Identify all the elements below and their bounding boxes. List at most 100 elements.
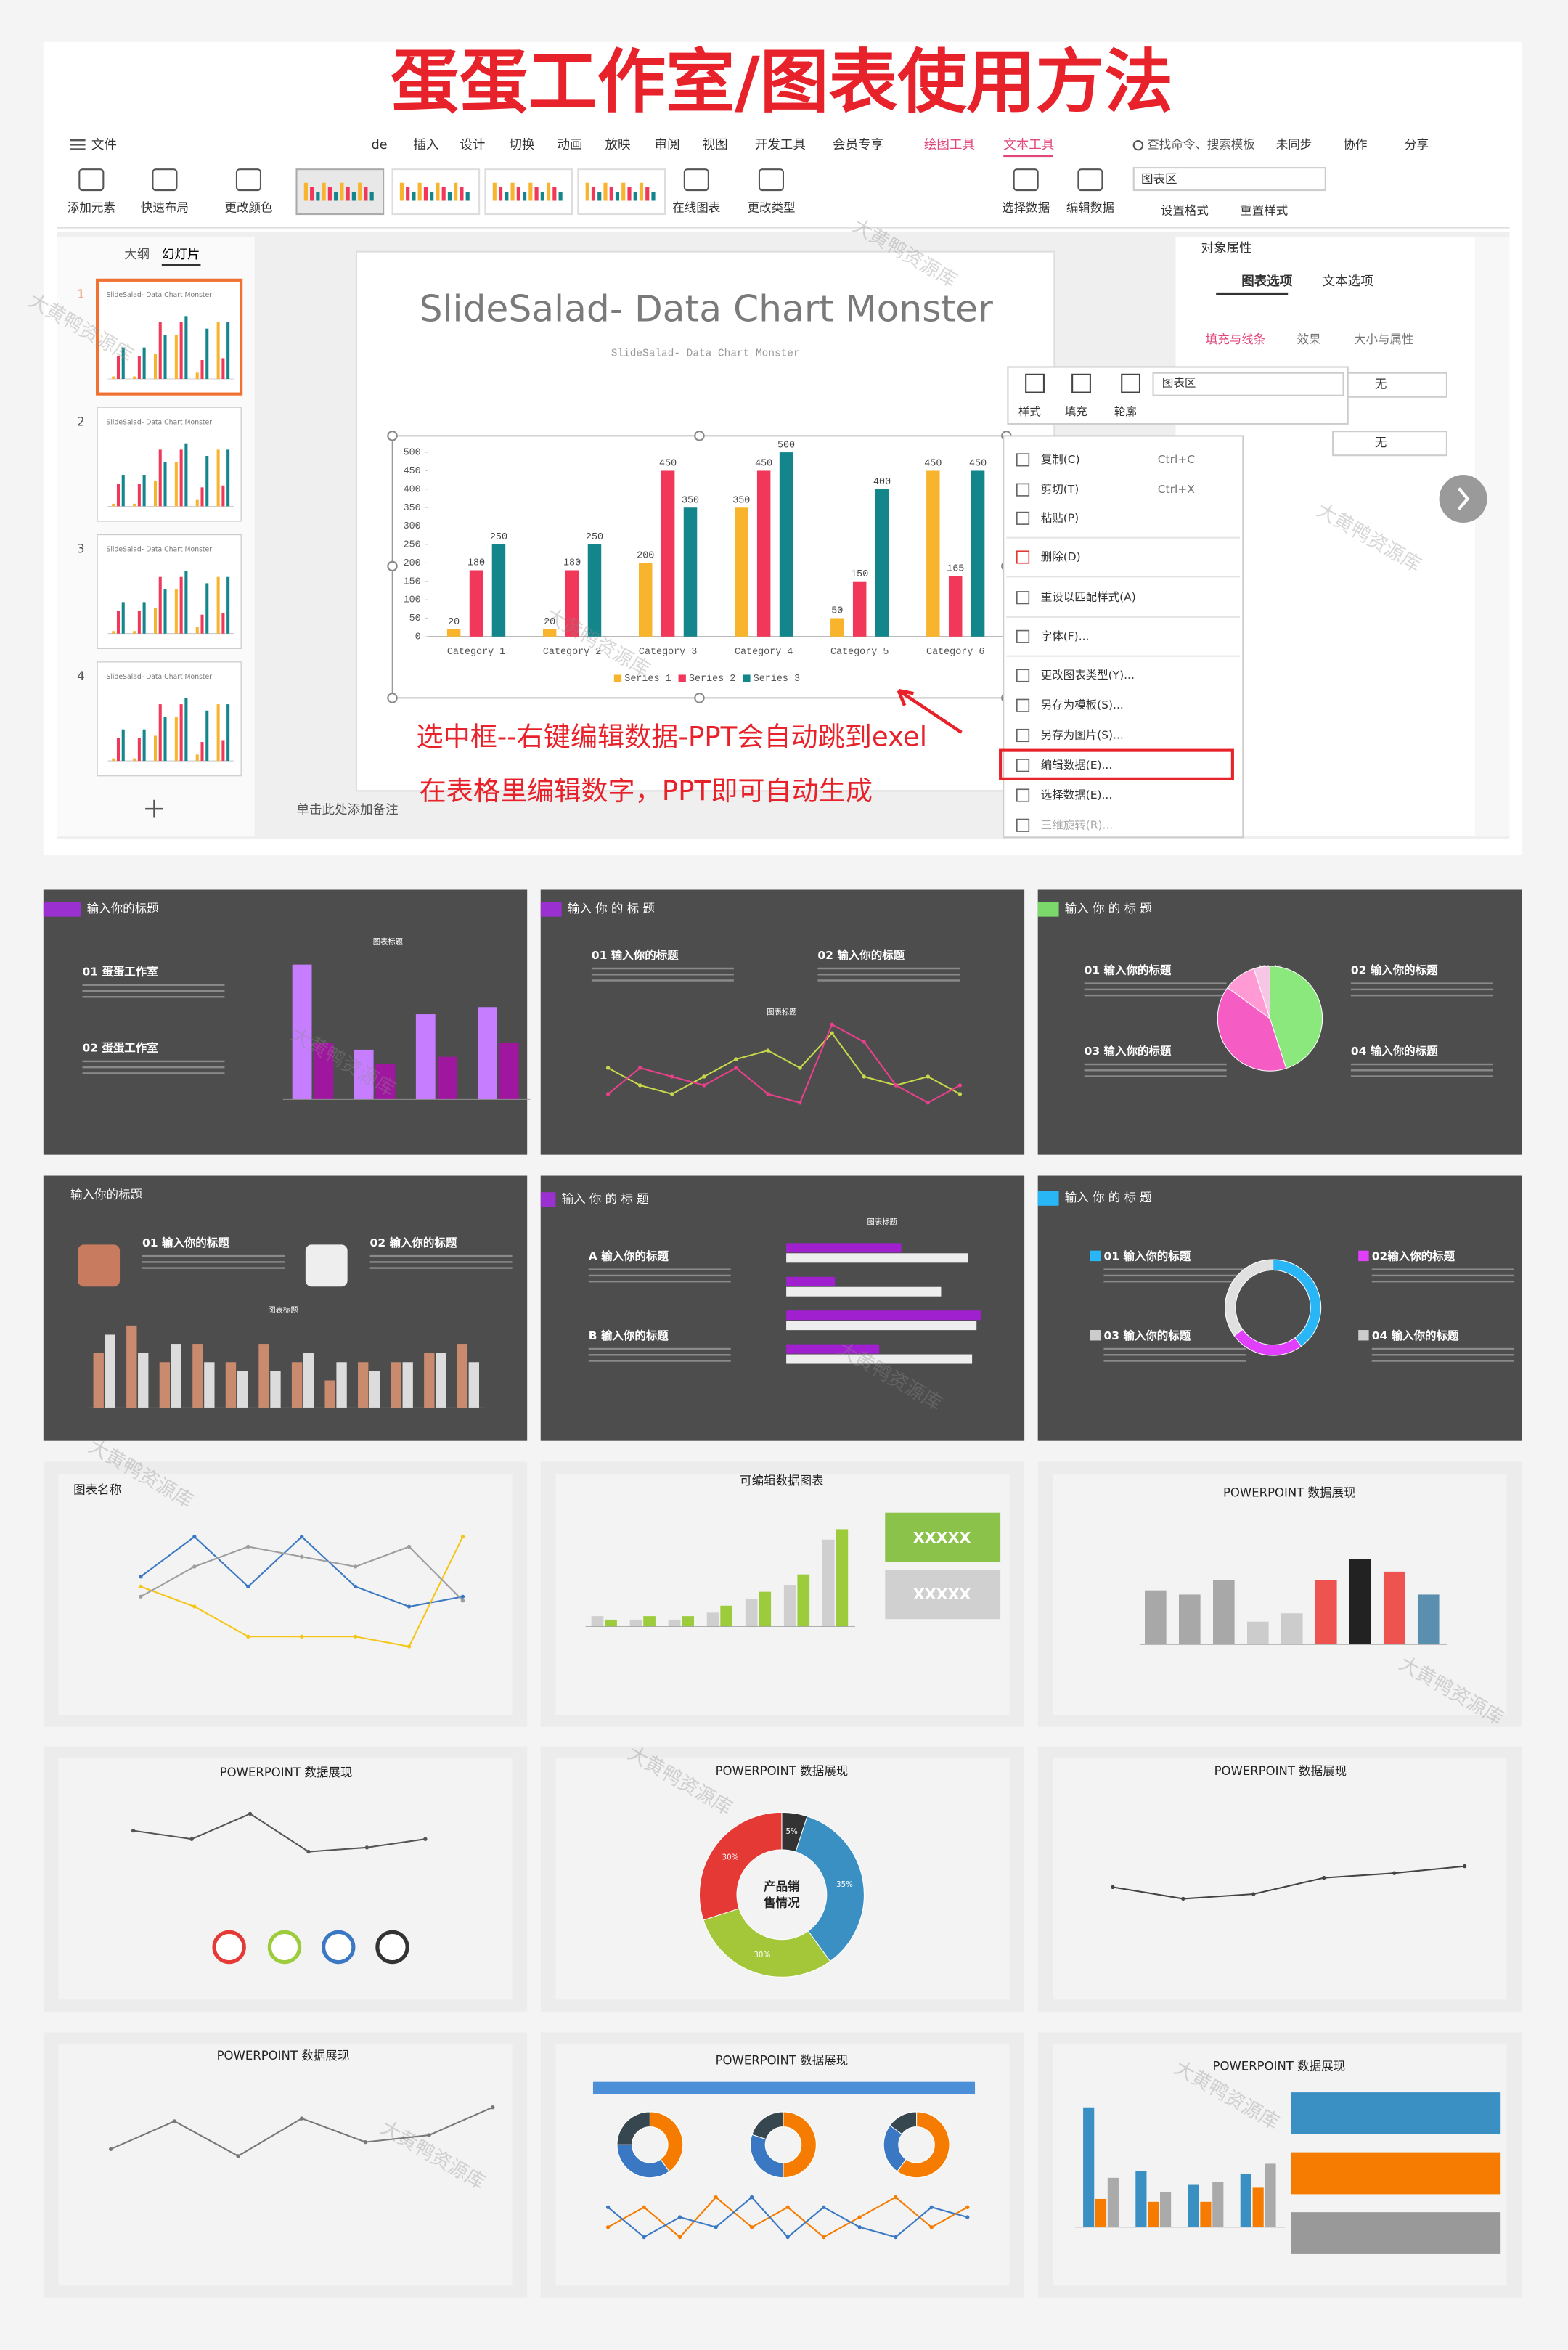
placeholder-line bbox=[1350, 994, 1493, 997]
ribbon-button[interactable]: 更改类型 bbox=[747, 200, 795, 214]
menu-item[interactable]: 剪切(T) bbox=[1041, 483, 1079, 496]
panel-subtab[interactable]: 填充与线条 bbox=[1206, 332, 1266, 346]
ribbon-button[interactable]: 添加元素 bbox=[68, 200, 115, 214]
data-label: 180 bbox=[467, 558, 485, 569]
notes-placeholder[interactable]: 单击此处添加备注 bbox=[296, 803, 398, 817]
preview-stripe bbox=[597, 192, 602, 201]
ribbon-button[interactable]: 更改颜色 bbox=[224, 200, 272, 214]
menu-item[interactable]: 视图 bbox=[703, 138, 728, 152]
ribbon-button[interactable]: 重置样式 bbox=[1240, 203, 1288, 217]
ribbon-button[interactable]: 选择数据 bbox=[1002, 200, 1050, 214]
point bbox=[605, 1092, 611, 1096]
panel-subtab[interactable]: 大小与属性 bbox=[1354, 332, 1413, 346]
placeholder-line bbox=[588, 1347, 731, 1350]
ribbon-button[interactable]: 图表区 bbox=[1141, 172, 1177, 186]
next-button[interactable] bbox=[1439, 475, 1487, 523]
menu-item[interactable]: 切换 bbox=[509, 138, 534, 152]
bar bbox=[137, 356, 141, 379]
menu-item[interactable]: 字体(F)... bbox=[1041, 629, 1090, 642]
bar bbox=[226, 576, 230, 634]
point bbox=[702, 1074, 706, 1079]
placeholder-line bbox=[369, 1261, 513, 1263]
toolbar-action[interactable]: 未同步 bbox=[1276, 138, 1312, 152]
mini-toolbar-item[interactable]: 图表区 bbox=[1162, 377, 1196, 390]
panel-tab[interactable]: 图表选项 bbox=[1241, 274, 1293, 289]
thumbnail-title: SlideSalad- Data Chart Monster bbox=[106, 291, 212, 299]
menu-item[interactable]: 选择数据(E)... bbox=[1041, 788, 1112, 801]
bar bbox=[221, 613, 225, 634]
search-box[interactable]: 查找命令、搜索模板 bbox=[1147, 138, 1255, 152]
bar bbox=[137, 484, 141, 507]
bar bbox=[221, 358, 225, 379]
mini-toolbar-item[interactable]: 轮廓 bbox=[1114, 405, 1137, 418]
toolbar-action[interactable]: 分享 bbox=[1405, 138, 1429, 152]
menu-item[interactable]: 粘贴(P) bbox=[1041, 511, 1079, 524]
bar bbox=[437, 1056, 457, 1100]
menu-item[interactable]: 设计 bbox=[460, 138, 485, 152]
menu-item[interactable]: 放映 bbox=[605, 138, 630, 152]
ribbon-button[interactable]: 在线图表 bbox=[672, 200, 720, 214]
y-tick-label: 50 bbox=[409, 613, 421, 624]
bar bbox=[216, 576, 220, 634]
menu-item[interactable]: 复制(C) bbox=[1041, 453, 1080, 466]
slide-thumbnail[interactable]: SlideSalad- Data Chart Monster bbox=[97, 534, 242, 649]
bar bbox=[786, 1253, 968, 1263]
bar bbox=[1383, 1571, 1405, 1645]
bar bbox=[683, 507, 698, 637]
menu-item[interactable]: 会员专享 bbox=[833, 138, 883, 152]
add-slide-button[interactable] bbox=[145, 799, 163, 818]
menu-item[interactable]: 另存为模板(S)... bbox=[1041, 698, 1124, 711]
panel-tab[interactable]: 大纲 bbox=[124, 248, 150, 262]
placeholder-line bbox=[1084, 1063, 1227, 1066]
bar bbox=[735, 507, 748, 637]
menu-item[interactable]: 三维旋转(R)... bbox=[1041, 818, 1113, 831]
panel-tab[interactable]: 文本选项 bbox=[1323, 274, 1373, 289]
menu-item[interactable]: 重设以匹配样式(A) bbox=[1041, 591, 1136, 604]
bar bbox=[336, 1362, 347, 1408]
menu-item[interactable]: de bbox=[372, 138, 388, 152]
menu-item[interactable]: 动画 bbox=[557, 138, 582, 152]
dropdown[interactable] bbox=[1332, 372, 1447, 398]
panel-tab[interactable]: 幻灯片 bbox=[162, 248, 200, 262]
ribbon-button[interactable]: 设置格式 bbox=[1161, 203, 1209, 217]
slide-subtitle: SlideSalad- Data Chart Monster bbox=[611, 348, 800, 360]
bar bbox=[375, 1064, 396, 1100]
thumbnail-title: POWERPOINT 数据展现 bbox=[1223, 1485, 1356, 1499]
slide-thumbnail[interactable]: SlideSalad- Data Chart Monster bbox=[96, 278, 243, 396]
ring bbox=[375, 1930, 409, 1965]
menu-item[interactable]: 开发工具 bbox=[755, 138, 806, 152]
menu-item[interactable]: 删除(D) bbox=[1041, 550, 1081, 563]
panel-subtab[interactable]: 效果 bbox=[1297, 332, 1321, 346]
menu-item[interactable]: 文本工具 bbox=[1003, 138, 1054, 152]
menu-item[interactable]: 插入 bbox=[413, 138, 438, 152]
mini-toolbar-item[interactable]: 样式 bbox=[1018, 405, 1041, 418]
bar bbox=[706, 1612, 719, 1627]
bar bbox=[116, 356, 121, 379]
toolbar-action[interactable]: 协作 bbox=[1344, 138, 1368, 152]
menu-item[interactable]: 审阅 bbox=[655, 138, 680, 152]
ribbon-button[interactable]: 快速布局 bbox=[141, 200, 189, 214]
point bbox=[857, 2225, 862, 2229]
menu-item[interactable]: 另存为图片(S)... bbox=[1041, 728, 1124, 741]
bar bbox=[163, 589, 167, 634]
slide-thumbnail[interactable]: SlideSalad- Data Chart Monster bbox=[97, 407, 242, 522]
menu-item[interactable]: 更改图表类型(Y)... bbox=[1041, 669, 1135, 682]
slide-thumbnail[interactable]: SlideSalad- Data Chart Monster bbox=[97, 661, 242, 777]
point bbox=[192, 1535, 197, 1539]
line bbox=[1112, 1865, 1465, 1900]
mini-toolbar-item[interactable]: 填充 bbox=[1065, 405, 1087, 418]
point bbox=[830, 1022, 834, 1027]
next-chevron bbox=[1457, 487, 1470, 510]
slide-number: 4 bbox=[77, 669, 85, 683]
dropdown[interactable] bbox=[1332, 431, 1447, 457]
menu-item[interactable]: 文件 bbox=[91, 138, 117, 152]
title-marker bbox=[540, 1192, 556, 1207]
menu-item[interactable]: 编辑数据(E)... bbox=[1041, 759, 1112, 772]
bar bbox=[786, 1354, 973, 1364]
ribbon-button[interactable]: 编辑数据 bbox=[1066, 200, 1114, 214]
preview-stripe bbox=[351, 192, 356, 201]
menu-item[interactable]: 绘图工具 bbox=[924, 138, 975, 152]
preview-stripe bbox=[303, 182, 308, 201]
thumbnail-bg bbox=[1037, 1175, 1522, 1441]
